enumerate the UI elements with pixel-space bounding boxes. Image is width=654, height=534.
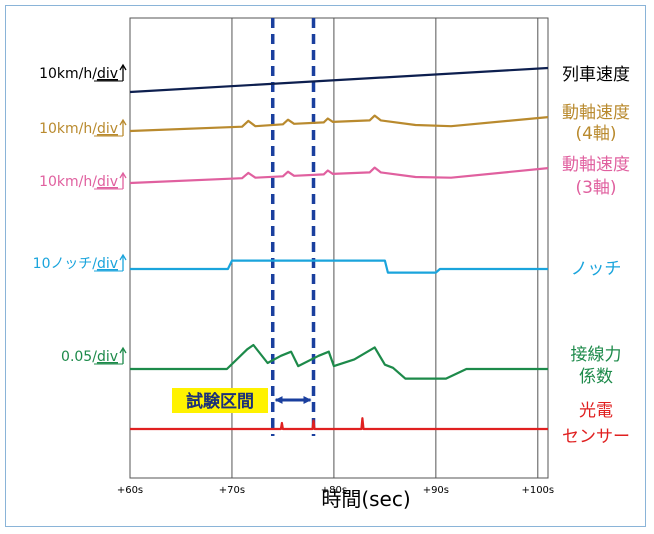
series-name-line2: 係数 [579, 367, 613, 387]
series-name: 列車速度 [562, 65, 630, 85]
series-name-line2: (3軸) [575, 178, 616, 198]
series-line [130, 343, 548, 380]
series-name-line2: センサー [562, 427, 630, 447]
series-name-line2: (4軸) [575, 124, 616, 144]
figure-frame [5, 5, 646, 527]
series-name: 動軸速度 [562, 155, 630, 175]
x-tick-label: +60s [117, 485, 143, 496]
series-name: 接線力 [571, 345, 622, 365]
test-interval: 試験区間 [172, 18, 316, 436]
scale-arrow-icon [119, 63, 127, 71]
scale-arrow-icon [119, 346, 127, 354]
scale-arrow-icon [119, 118, 127, 126]
series-name: ノッチ [571, 259, 622, 279]
x-tick-label: +90s [423, 485, 449, 496]
scale-arrow-icon [119, 253, 127, 261]
series-scale-label: 10km/h/div [39, 121, 118, 137]
x-axis-label: 時間(sec) [321, 487, 410, 511]
series-scale-label: 0.05/div [61, 349, 118, 365]
series-name: 動軸速度 [562, 103, 630, 123]
series-line [130, 259, 548, 274]
series-line [129, 166, 549, 185]
series-scale-label: 10ノッチ/div [33, 256, 118, 272]
grid [129, 17, 549, 479]
series-labels: 10km/h/div 列車速度10km/h/div動軸速度(4軸)10km/h/d… [33, 63, 630, 447]
series-line [130, 417, 548, 431]
series-lines [129, 66, 549, 431]
series-scale-label: 10km/h/div [39, 66, 118, 82]
scale-arrow-icon [119, 171, 127, 179]
series-name: 光電 [579, 401, 613, 421]
interval-label: 試験区間 [186, 391, 254, 412]
interval-label-box [172, 388, 268, 413]
x-tick-label: +80s [321, 485, 347, 496]
x-tick-label: +100s [521, 485, 554, 496]
x-axis-ticks: +60s +70s +80s +90s +100s [117, 485, 554, 496]
series-scale-label: 10km/h/div [39, 174, 118, 190]
series-line [129, 66, 549, 94]
series-line [129, 114, 549, 133]
x-tick-label: +70s [219, 485, 245, 496]
